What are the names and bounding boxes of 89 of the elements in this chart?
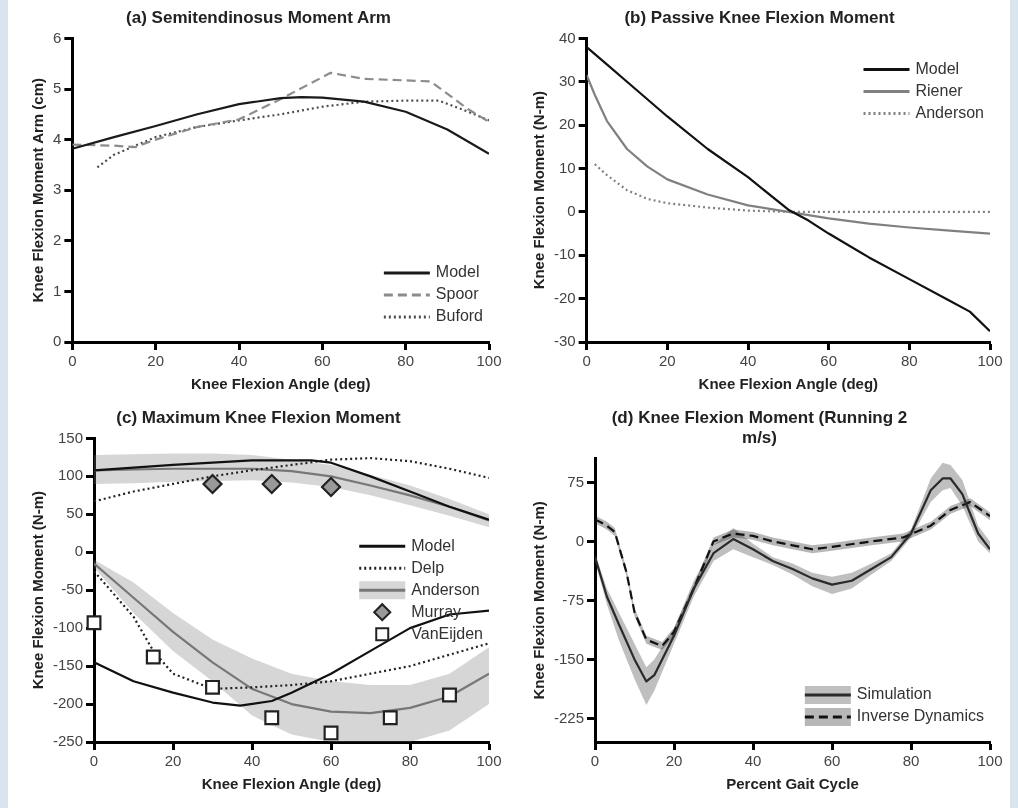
line-series (96, 99, 489, 169)
point (323, 725, 339, 741)
y-axis-title: Knee Flexion Moment (N-m) (530, 501, 548, 700)
y-tick-label: 30 (558, 71, 576, 89)
y-tick-label: 40 (558, 28, 576, 46)
y-tick-label: 6 (53, 28, 62, 46)
legend-label: Riener (915, 81, 964, 99)
legend-label: VanEijden (411, 624, 484, 642)
chart-title: (d) Knee Flexion Moment (Running 2 m/s) (611, 407, 908, 448)
y-tick-label: -10 (553, 245, 576, 263)
point (205, 679, 220, 695)
y-tick-label: -150 (553, 649, 585, 667)
y-tick-label: 10 (558, 158, 576, 176)
point (145, 649, 161, 665)
legend-label: Model (435, 263, 480, 281)
x-tick-label: 60 (823, 752, 841, 770)
y-tick-label: -150 (52, 656, 84, 674)
legend-label: Anderson (915, 103, 985, 121)
x-tick-label: 100 (977, 352, 1003, 370)
y-axis-title: Knee Flexion Moment (N-m) (29, 491, 47, 690)
x-tick-label: 80 (902, 752, 920, 770)
point (86, 615, 102, 631)
y-tick-label: 3 (53, 180, 62, 198)
line-series (72, 71, 489, 149)
x-tick-label: 20 (659, 352, 676, 370)
y-tick-label: -20 (553, 288, 576, 306)
x-tick-label: 100 (476, 352, 502, 370)
legend-label: Inverse Dynamics (856, 707, 985, 725)
chart-title: (c) Maximum Knee Flexion Moment (116, 407, 401, 427)
x-tick-label: 40 (243, 752, 261, 770)
y-tick-label: 2 (53, 230, 62, 248)
y-axis-title: Knee Flexion Moment (N-m) (530, 91, 548, 290)
y-tick-label: -50 (61, 580, 84, 598)
y-tick-label: -100 (52, 618, 84, 636)
y-tick-label: 20 (558, 115, 576, 133)
y-tick-label: -225 (553, 708, 585, 726)
legend-label: Murray (411, 602, 462, 620)
y-tick-label: -75 (562, 590, 585, 608)
x-axis-title: Knee Flexion Angle (deg) (201, 775, 382, 793)
legend-label: Buford (435, 307, 483, 325)
y-tick-label: 100 (57, 466, 84, 484)
x-tick-label: 80 (397, 352, 415, 370)
y-tick-label: 1 (53, 281, 62, 299)
point (261, 473, 282, 495)
legend-label: Model (915, 59, 960, 77)
y-axis-title: Knee Flexion Moment Arm (cm) (29, 77, 47, 303)
x-axis-title: Percent Gait Cycle (726, 775, 859, 793)
x-tick-label: 20 (147, 352, 165, 370)
x-tick-label: 20 (164, 752, 182, 770)
y-tick-label: 0 (74, 542, 84, 560)
y-tick-label: 4 (53, 129, 62, 147)
x-tick-label: 80 (900, 352, 918, 370)
x-axis-title: Knee Flexion Angle (deg) (190, 375, 371, 393)
point (442, 687, 457, 703)
x-tick-label: 80 (401, 752, 419, 770)
x-tick-label: 40 (739, 352, 757, 370)
legend-label: Delp (411, 558, 445, 576)
y-tick-label: -30 (553, 332, 576, 350)
legend-label: Simulation (856, 685, 932, 703)
y-tick-label: 150 (57, 428, 84, 446)
y-tick-label: -250 (52, 732, 84, 750)
point (264, 710, 280, 726)
x-tick-label: 0 (89, 752, 99, 770)
legend-label: Spoor (435, 285, 480, 303)
y-tick-label: 0 (53, 332, 62, 350)
y-tick-label: 0 (567, 202, 576, 220)
point (382, 710, 398, 726)
y-tick-label: 50 (66, 504, 84, 522)
x-axis-title: Knee Flexion Angle (deg) (698, 375, 879, 393)
line-series (94, 457, 489, 503)
x-tick-label: 40 (230, 352, 248, 370)
x-tick-label: 0 (590, 752, 600, 770)
x-tick-label: 100 (977, 752, 1003, 770)
x-tick-label: 20 (665, 752, 683, 770)
legend-label: Anderson (411, 580, 480, 598)
y-tick-label: 75 (567, 472, 585, 490)
x-tick-label: 60 (313, 352, 331, 370)
chart-title: (b) Passive Knee Flexion Moment (624, 7, 895, 27)
point (320, 476, 342, 498)
x-tick-label: 100 (476, 752, 502, 770)
y-tick-label: -200 (52, 694, 84, 712)
y-tick-label: 5 (53, 79, 62, 97)
chart-title: (a) Semitendinosus Moment Arm (126, 7, 391, 27)
legend-label: Model (411, 536, 455, 554)
x-tick-label: 60 (820, 352, 838, 370)
x-tick-label: 40 (744, 752, 762, 770)
y-tick-label: 0 (575, 531, 585, 549)
point (202, 473, 223, 495)
x-tick-label: 60 (322, 752, 340, 770)
